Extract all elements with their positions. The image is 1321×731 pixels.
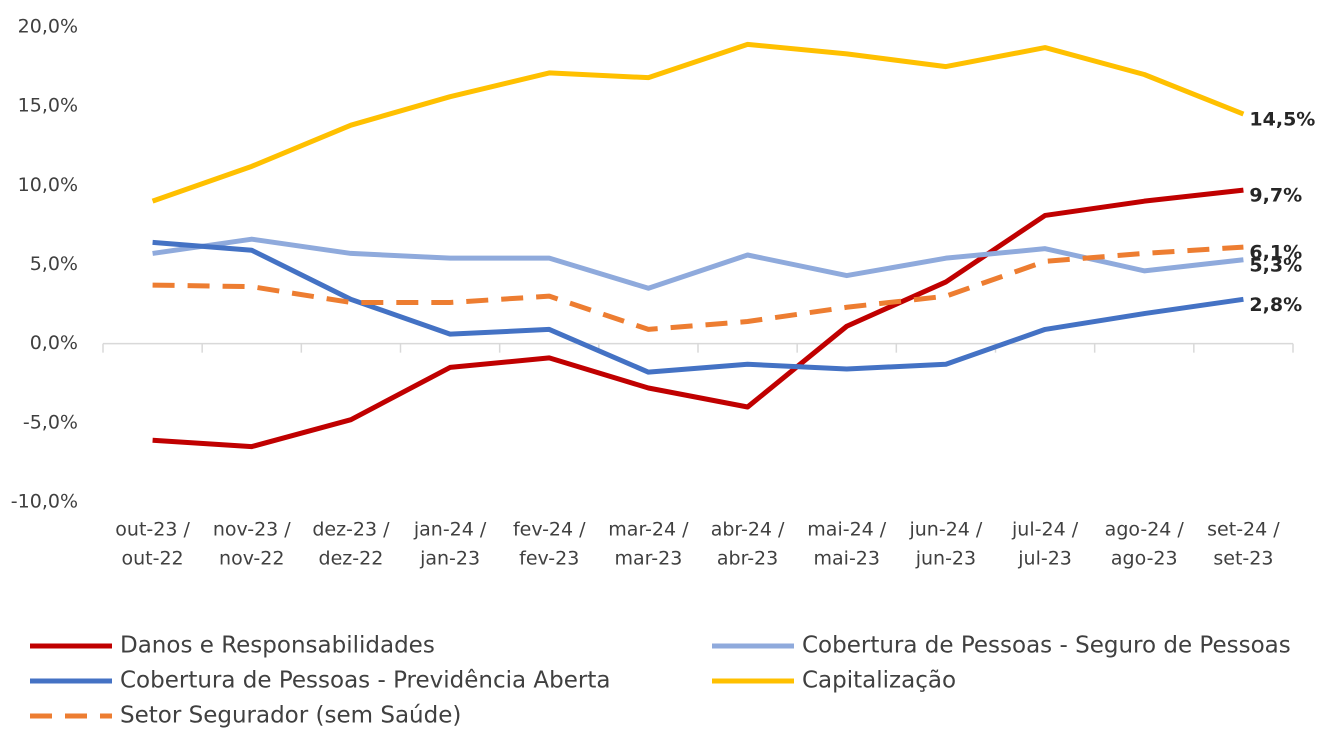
x-tick-label: jul-23 [1017, 548, 1072, 570]
x-tick-label: nov-22 [219, 548, 284, 570]
x-tick-label: fev-24 / [513, 519, 586, 541]
legend-label: Danos e Responsabilidades [120, 633, 435, 659]
x-tick-label: set-23 [1213, 548, 1273, 570]
series-line [152, 239, 1244, 375]
x-tick-label: set-24 / [1207, 519, 1280, 541]
x-tick-label: fev-23 [519, 548, 579, 570]
x-tick-label: jun-24 / [908, 519, 982, 541]
y-tick-label: 5,0% [30, 253, 78, 275]
x-tick-label: nov-23 / [213, 519, 291, 541]
x-tick-label: mar-23 [615, 548, 683, 570]
data-label: 14,5% [1249, 109, 1315, 131]
y-tick-label: 10,0% [18, 174, 78, 196]
x-tick-label: abr-24 / [711, 519, 785, 541]
x-tick-label: out-22 [122, 548, 184, 570]
legend-label: Setor Segurador (sem Saúde) [120, 703, 461, 729]
series-line [152, 236, 1244, 291]
y-tick-label: 15,0% [18, 95, 78, 117]
x-tick-label: mar-24 / [608, 519, 689, 541]
x-tick-label: jun-23 [915, 548, 976, 570]
x-tick-label: mai-24 / [807, 519, 887, 541]
x-tick-label: abr-23 [717, 548, 778, 570]
series-line [152, 187, 1244, 450]
legend-label: Cobertura de Pessoas - Previdência Abert… [120, 668, 610, 694]
x-tick-label: ago-24 / [1105, 519, 1185, 541]
x-tick-label: ago-23 [1111, 548, 1178, 570]
x-tick-label: jan-24 / [413, 519, 487, 541]
x-tick-label: jul-24 / [1011, 519, 1079, 541]
data-label: 5,3% [1249, 254, 1302, 276]
series-line [151, 41, 1245, 204]
x-tick-label: out-23 / [115, 519, 190, 541]
y-tick-label: 20,0% [18, 16, 78, 38]
data-label: 2,8% [1249, 294, 1302, 316]
data-label: 6,1% [1249, 242, 1302, 264]
data-label: 9,7% [1249, 185, 1302, 207]
x-tick-label: dez-22 [319, 548, 384, 570]
x-tick-label: jan-23 [419, 548, 480, 570]
y-tick-label: -5,0% [23, 411, 78, 433]
x-tick-label: dez-23 / [312, 519, 390, 541]
legend-label: Capitalização [802, 668, 956, 694]
y-tick-label: -10,0% [11, 491, 78, 513]
series-line [152, 244, 1244, 332]
legend-label: Cobertura de Pessoas - Seguro de Pessoas [802, 633, 1291, 659]
y-tick-label: 0,0% [30, 332, 78, 354]
x-tick-label: mai-23 [814, 548, 880, 570]
